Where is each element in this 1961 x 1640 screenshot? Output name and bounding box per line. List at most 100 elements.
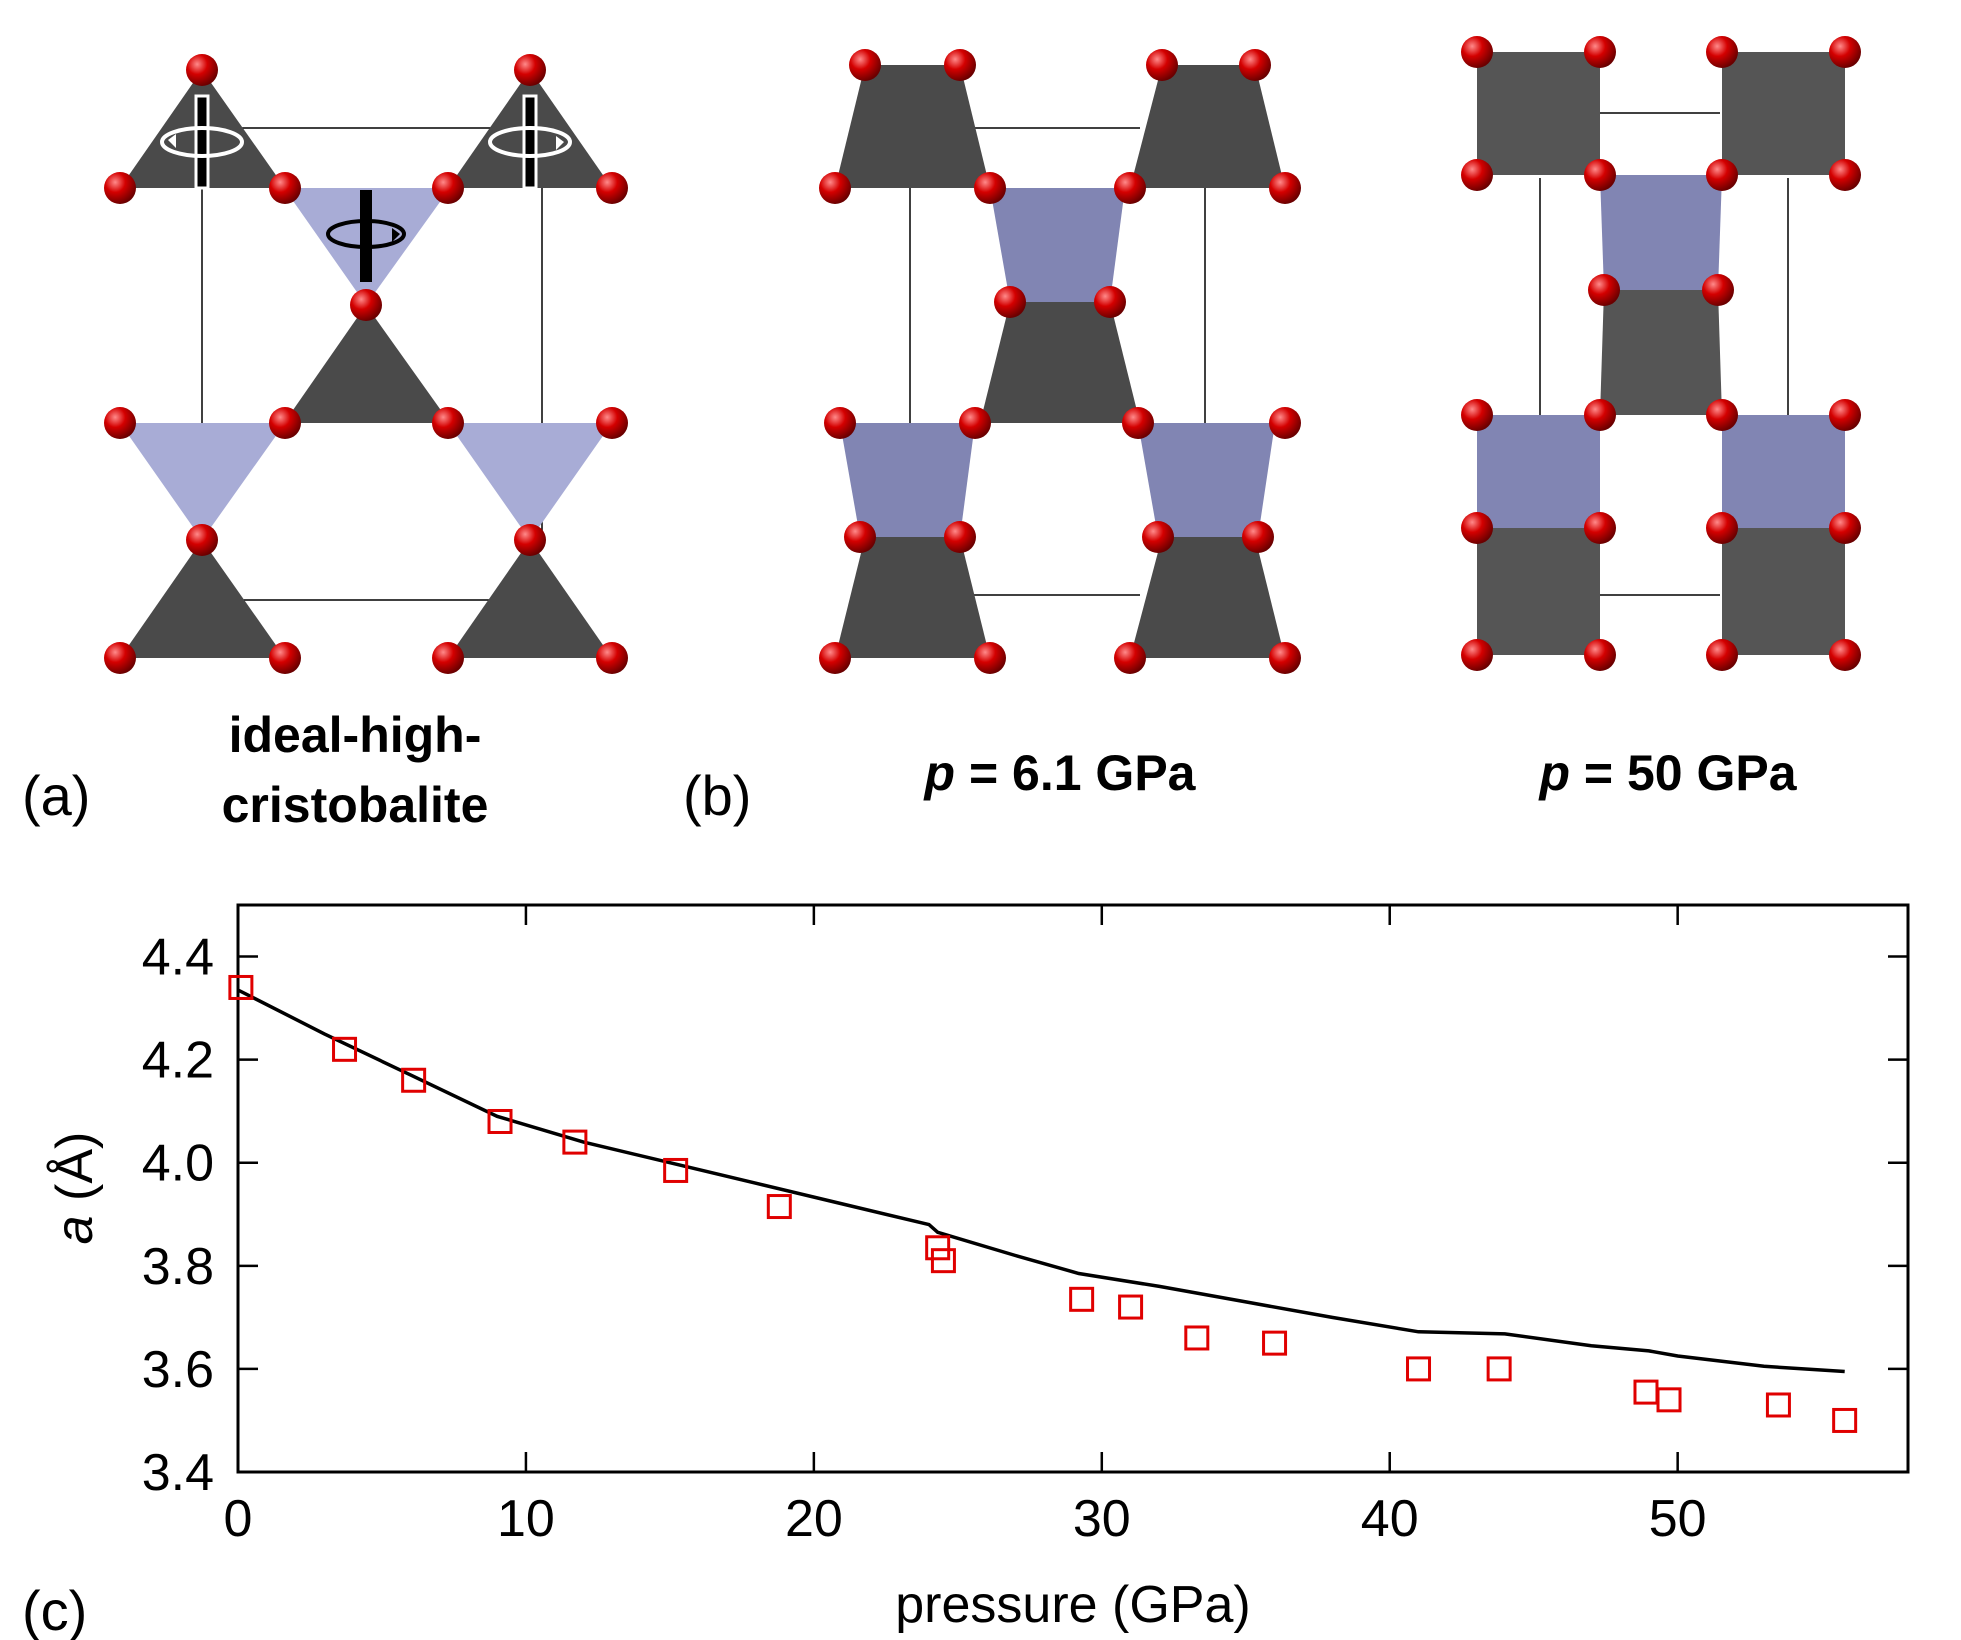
dark-polyhedron: [835, 65, 990, 188]
x-tick-label: 0: [224, 1490, 253, 1548]
series-line-calculation: [237, 988, 1845, 1374]
dark-polyhedron: [1130, 537, 1285, 658]
y-tick-label: 3.6: [142, 1341, 214, 1399]
oxygen-atom: [849, 49, 881, 81]
lattice-parameter-chart: 0 10 20 30 40 50 3.4 3.6 3.8 4.0 4.2 4.4 pressure …: [46, 903, 1910, 1634]
oxygen-atom: [974, 642, 1006, 674]
oxygen-atom: [1461, 36, 1493, 68]
oxygen-atom: [1584, 399, 1616, 431]
oxygen-atom: [596, 642, 628, 674]
oxygen-atom: [269, 407, 301, 439]
caption-ideal-line1: ideal-high-: [229, 707, 482, 763]
oxygen-atom: [1829, 512, 1861, 544]
oxygen-atom: [186, 54, 218, 86]
data-point-experiment: [1656, 1387, 1682, 1413]
x-axis-ticks: 0 10 20 30 40 50: [224, 905, 1707, 1548]
oxygen-atom: [1584, 512, 1616, 544]
blue-polyhedra-b1: [840, 188, 1275, 537]
oxygen-atom: [1094, 286, 1126, 318]
panel-label-a: (a): [22, 764, 90, 827]
data-point-experiment: [1486, 1356, 1512, 1382]
blue-polyhedron: [1722, 415, 1845, 528]
oxygen-atom: [844, 521, 876, 553]
oxygen-atom: [1706, 36, 1738, 68]
oxygen-atom: [1142, 521, 1174, 553]
oxygen-atom: [1706, 639, 1738, 671]
x-tick-label: 30: [1073, 1490, 1131, 1548]
oxygen-atom: [1829, 36, 1861, 68]
light-tetrahedron: [448, 423, 612, 540]
caption-pressure-50: p = 50 GPa: [1537, 745, 1797, 801]
data-point-experiment: [228, 974, 254, 1000]
oxygen-atom: [1584, 159, 1616, 191]
data-point-experiment: [1832, 1407, 1858, 1433]
oxygen-atom: [1588, 274, 1620, 306]
oxygen-atom: [974, 172, 1006, 204]
oxygen-atom: [824, 407, 856, 439]
oxygen-atom: [269, 642, 301, 674]
blue-polyhedron: [1600, 175, 1722, 290]
dark-polyhedra-b2: [1477, 52, 1845, 655]
panel-label-b: (b): [683, 764, 751, 827]
oxygen-atoms: [104, 36, 1861, 674]
oxygen-atom: [1706, 512, 1738, 544]
oxygen-atom: [819, 642, 851, 674]
dark-polyhedron: [1600, 290, 1722, 415]
rotation-axis-icon: [326, 190, 406, 282]
dark-polyhedron: [1477, 528, 1600, 655]
oxygen-atom: [514, 524, 546, 556]
panel-label-c: (c): [22, 1579, 87, 1640]
data-series: [228, 974, 1858, 1433]
oxygen-atom: [350, 289, 382, 321]
data-point-experiment: [925, 1235, 951, 1261]
dark-polyhedron: [1722, 528, 1845, 655]
data-point-experiment: [663, 1157, 689, 1183]
dark-tetrahedron: [284, 305, 450, 423]
oxygen-atom: [1829, 639, 1861, 671]
data-point-experiment: [1633, 1379, 1659, 1405]
oxygen-atom: [819, 172, 851, 204]
oxygen-atom: [104, 172, 136, 204]
oxygen-atom: [514, 54, 546, 86]
oxygen-atom: [596, 172, 628, 204]
data-point-experiment: [1406, 1356, 1432, 1382]
blue-polyhedron: [840, 423, 975, 537]
data-point-experiment: [1069, 1286, 1095, 1312]
data-point-experiment: [332, 1036, 358, 1062]
dark-polyhedron: [1130, 65, 1285, 188]
data-point-experiment: [766, 1194, 792, 1220]
oxygen-atom: [1114, 642, 1146, 674]
data-point-experiment: [1765, 1392, 1791, 1418]
data-point-experiment: [930, 1248, 956, 1274]
oxygen-atom: [432, 407, 464, 439]
oxygen-atom: [994, 286, 1026, 318]
oxygen-atom: [432, 642, 464, 674]
oxygen-atom: [269, 172, 301, 204]
data-point-experiment: [562, 1129, 588, 1155]
x-tick-label: 40: [1361, 1490, 1419, 1548]
blue-polyhedra-b2: [1477, 175, 1845, 528]
plot-frame: [236, 903, 1910, 1474]
dark-polyhedron: [1722, 52, 1845, 175]
oxygen-atom: [1584, 639, 1616, 671]
y-tick-label: 4.4: [142, 929, 214, 987]
oxygen-atom: [432, 172, 464, 204]
y-tick-label: 4.0: [142, 1135, 214, 1193]
data-point-experiment: [1118, 1294, 1144, 1320]
light-tetrahedron: [120, 423, 285, 540]
x-tick-label: 20: [785, 1490, 843, 1548]
oxygen-atom: [944, 49, 976, 81]
x-tick-label: 50: [1649, 1490, 1707, 1548]
oxygen-atom: [1829, 159, 1861, 191]
y-axis-ticks: 3.4 3.6 3.8 4.0 4.2 4.4: [142, 929, 1908, 1502]
oxygen-atom: [1269, 172, 1301, 204]
blue-polyhedron: [1477, 415, 1600, 528]
data-point-experiment: [487, 1108, 513, 1134]
oxygen-atom: [596, 407, 628, 439]
oxygen-atom: [1269, 407, 1301, 439]
oxygen-atom: [1706, 399, 1738, 431]
oxygen-atom: [944, 521, 976, 553]
dark-tetrahedra-a: [120, 70, 612, 658]
oxygen-atom: [1461, 639, 1493, 671]
